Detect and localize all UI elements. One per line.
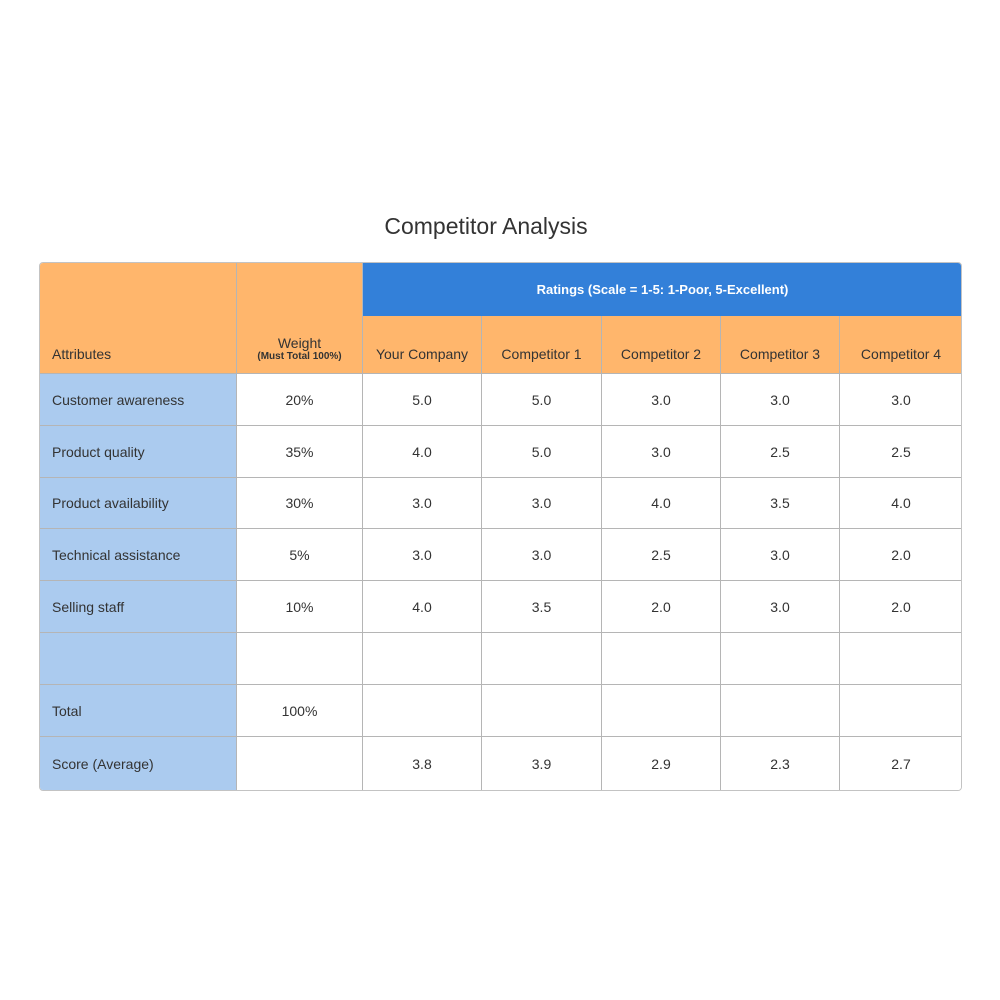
row-rating-cell: 2.5: [721, 426, 840, 478]
row-rating-cell: [482, 685, 602, 737]
header-weight: Weight (Must Total 100%): [237, 263, 363, 374]
row-rating-cell: 2.0: [840, 529, 961, 581]
row-attribute: Product availability: [40, 478, 237, 529]
header-column-2: Competitor 1: [482, 316, 602, 374]
row-attribute: Selling staff: [40, 581, 237, 633]
row-weight: 30%: [237, 478, 363, 529]
row-rating-cell: 3.8: [363, 737, 482, 790]
header-column-3: Competitor 2: [602, 316, 721, 374]
header-weight-label: Weight: [277, 335, 322, 351]
row-rating-cell: 3.0: [482, 529, 602, 581]
row-rating-cell: [721, 685, 840, 737]
row-rating-cell: 2.3: [721, 737, 840, 790]
row-rating-cell: 3.0: [363, 478, 482, 529]
row-weight: [237, 737, 363, 790]
row-rating-cell: 5.0: [482, 426, 602, 478]
row-weight: 35%: [237, 426, 363, 478]
row-rating-cell: 3.0: [602, 374, 721, 426]
row-rating-cell: 3.5: [721, 478, 840, 529]
row-rating-cell: 3.0: [482, 478, 602, 529]
row-rating-cell: 3.0: [602, 426, 721, 478]
header-column-1: Your Company: [363, 316, 482, 374]
row-attribute: Total: [40, 685, 237, 737]
row-weight: 5%: [237, 529, 363, 581]
header-column-5: Competitor 4: [840, 316, 961, 374]
competitor-analysis-table: Attributes Weight (Must Total 100%) Rati…: [39, 262, 962, 791]
header-column-4: Competitor 3: [721, 316, 840, 374]
row-rating-cell: 3.9: [482, 737, 602, 790]
row-rating-cell: [363, 685, 482, 737]
row-rating-cell: 2.9: [602, 737, 721, 790]
header-attributes: Attributes: [40, 263, 237, 374]
row-rating-cell: 3.0: [721, 529, 840, 581]
row-rating-cell: 2.0: [840, 581, 961, 633]
row-rating-cell: [482, 633, 602, 685]
row-rating-cell: 5.0: [482, 374, 602, 426]
row-rating-cell: 3.0: [840, 374, 961, 426]
header-ratings: Ratings (Scale = 1-5: 1-Poor, 5-Excellen…: [363, 263, 961, 316]
row-rating-cell: 3.0: [721, 581, 840, 633]
row-rating-cell: 4.0: [602, 478, 721, 529]
row-rating-cell: 3.0: [721, 374, 840, 426]
row-weight: [237, 633, 363, 685]
row-weight: 20%: [237, 374, 363, 426]
row-rating-cell: [840, 633, 961, 685]
row-rating-cell: 2.0: [602, 581, 721, 633]
row-rating-cell: [840, 685, 961, 737]
row-rating-cell: 5.0: [363, 374, 482, 426]
row-attribute: [40, 633, 237, 685]
row-rating-cell: [602, 685, 721, 737]
row-rating-cell: 3.0: [363, 529, 482, 581]
row-rating-cell: 4.0: [363, 581, 482, 633]
row-rating-cell: 2.5: [840, 426, 961, 478]
row-weight: 100%: [237, 685, 363, 737]
header-weight-note: (Must Total 100%): [257, 351, 342, 362]
row-attribute: Score (Average): [40, 737, 237, 790]
row-rating-cell: 3.5: [482, 581, 602, 633]
row-attribute: Product quality: [40, 426, 237, 478]
row-rating-cell: 4.0: [840, 478, 961, 529]
row-rating-cell: [721, 633, 840, 685]
row-rating-cell: [602, 633, 721, 685]
page-title: Competitor Analysis: [384, 213, 588, 239]
row-rating-cell: 2.7: [840, 737, 961, 790]
row-rating-cell: 2.5: [602, 529, 721, 581]
row-attribute: Technical assistance: [40, 529, 237, 581]
row-attribute: Customer awareness: [40, 374, 237, 426]
row-rating-cell: [363, 633, 482, 685]
row-weight: 10%: [237, 581, 363, 633]
row-rating-cell: 4.0: [363, 426, 482, 478]
